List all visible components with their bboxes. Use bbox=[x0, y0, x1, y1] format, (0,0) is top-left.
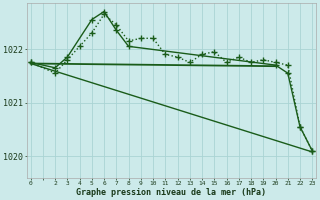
X-axis label: Graphe pression niveau de la mer (hPa): Graphe pression niveau de la mer (hPa) bbox=[76, 188, 267, 197]
